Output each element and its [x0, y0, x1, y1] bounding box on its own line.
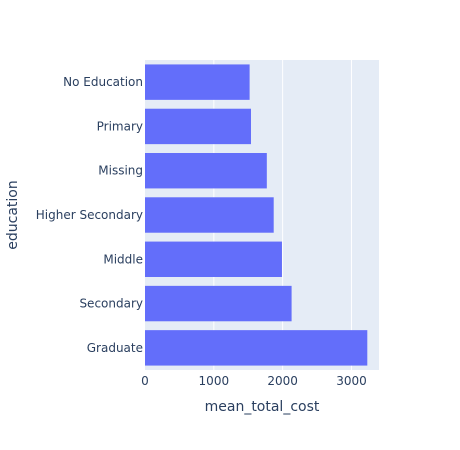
bar	[145, 108, 251, 145]
y-tick-labels: No Education Primary Missing Higher Seconda…	[36, 75, 143, 355]
bar	[145, 197, 274, 233]
bar	[145, 285, 292, 322]
bar	[145, 153, 267, 189]
y-axis-title: education	[5, 180, 21, 249]
y-tick-label: Missing	[98, 164, 143, 178]
x-tick-label: 3000	[336, 374, 367, 388]
x-tick-labels: 0 1000 2000 3000	[141, 374, 367, 388]
y-tick-label: Primary	[97, 119, 143, 133]
x-tick-label: 0	[141, 374, 149, 388]
y-tick-label: No Education	[63, 75, 143, 89]
x-tick-label: 1000	[199, 374, 230, 388]
y-tick-label: Secondary	[79, 297, 143, 311]
x-axis-title: mean_total_cost	[205, 399, 320, 415]
bar	[145, 330, 368, 366]
x-tick-label: 2000	[267, 374, 298, 388]
y-tick-label: Middle	[103, 252, 143, 266]
y-tick-label: Higher Secondary	[36, 208, 143, 222]
bar	[145, 64, 250, 100]
bar	[145, 241, 282, 277]
y-tick-label: Graduate	[87, 341, 143, 355]
bars	[145, 64, 368, 366]
